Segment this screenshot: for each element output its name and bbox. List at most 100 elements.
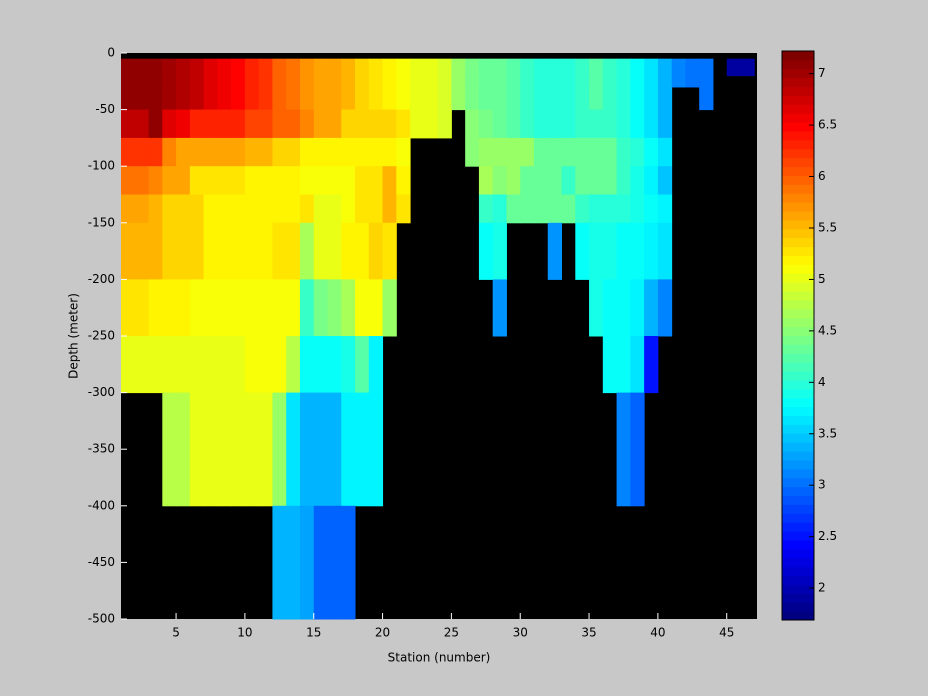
heatmap-cell (258, 222, 273, 280)
colorbar-step (782, 335, 814, 345)
heatmap-cell (231, 336, 246, 394)
heatmap-cell (561, 75, 576, 88)
heatmap-cell (203, 166, 218, 195)
heatmap-cell (313, 194, 328, 224)
heatmap-cell (396, 166, 411, 195)
heatmap-cell (630, 336, 645, 394)
x-tick-label: 30 (513, 626, 528, 640)
heatmap-cell (217, 166, 232, 195)
y-tick-label: -400 (88, 498, 115, 512)
heatmap-cell (189, 222, 205, 280)
colorbar-tick-label: 4.5 (818, 323, 837, 337)
heatmap-cell (533, 137, 549, 167)
heatmap-cell (272, 392, 287, 507)
colorbar-step (782, 246, 814, 256)
heatmap-cell (368, 392, 384, 507)
heatmap-cell (368, 86, 384, 111)
heatmap-cell (355, 137, 370, 167)
heatmap-cell (341, 194, 356, 224)
heatmap-cell (327, 336, 342, 394)
heatmap-cell (616, 336, 631, 394)
heatmap-cell (121, 166, 136, 195)
heatmap-cell (327, 58, 342, 77)
heatmap-cell (602, 109, 618, 139)
heatmap-cell (162, 279, 177, 337)
colorbar-step (782, 406, 814, 417)
heatmap-cell (176, 194, 191, 224)
heatmap-cell (547, 75, 563, 88)
heatmap-cell (533, 75, 549, 88)
heatmap-cell (327, 75, 342, 88)
heatmap-cell (341, 137, 356, 167)
heatmap-cell (203, 392, 218, 507)
heatmap-cell (217, 58, 232, 77)
heatmap-cell (520, 86, 535, 111)
heatmap-cell (299, 166, 315, 195)
heatmap-cell (355, 194, 370, 224)
heatmap-cell (231, 222, 246, 280)
colorbar-tick-label: 7 (818, 66, 826, 80)
heatmap-cell (740, 58, 755, 77)
colorbar-step (782, 122, 814, 132)
heatmap-cell (492, 222, 507, 280)
heatmap-cell (561, 166, 576, 195)
heatmap-cell (341, 166, 356, 195)
y-tick-label: -250 (88, 329, 115, 343)
heatmap-cell (244, 222, 260, 280)
y-axis-label: Depth (meter) (67, 293, 81, 379)
heatmap-cell (685, 75, 700, 88)
heatmap-cell (575, 194, 590, 224)
heatmap-cell (355, 279, 370, 337)
colorbar-step (782, 273, 814, 283)
colorbar-step (782, 415, 814, 425)
heatmap-cell (492, 279, 507, 337)
heatmap-cell (327, 222, 342, 280)
heatmap-cell (355, 222, 370, 280)
heatmap-cell (506, 137, 521, 167)
x-tick-label: 10 (237, 626, 252, 640)
heatmap-cell (244, 194, 260, 224)
heatmap-cell (121, 222, 136, 280)
heatmap-cell (492, 109, 507, 139)
heatmap-cell (121, 58, 136, 77)
heatmap-cell (396, 75, 411, 88)
heatmap-cell (644, 58, 659, 77)
colorbar-step (782, 211, 814, 221)
colorbar-tick-label: 5 (818, 272, 826, 286)
colorbar-step (782, 299, 814, 310)
heatmap-cell (134, 222, 150, 280)
heatmap-cell (520, 109, 535, 139)
heatmap-cell (602, 194, 618, 224)
heatmap-cell (547, 194, 563, 224)
heatmap-cell (616, 86, 631, 111)
heatmap-cell (437, 75, 452, 88)
heatmap-cell (299, 75, 315, 88)
heatmap-cell (561, 109, 576, 139)
heatmap-cell (176, 279, 191, 337)
heatmap-cell (368, 222, 384, 280)
heatmap-cell (189, 392, 205, 507)
heatmap-cell (492, 194, 507, 224)
heatmap-cell (382, 75, 397, 88)
heatmap-cell (561, 194, 576, 224)
heatmap-cell (162, 222, 177, 280)
heatmap-cell (217, 336, 232, 394)
heatmap-cell (258, 279, 273, 337)
heatmap-cell (437, 86, 452, 111)
heatmap-cell (561, 58, 576, 77)
heatmap-cell (410, 75, 425, 88)
heatmap-cell (121, 279, 136, 337)
heatmap-cell (286, 279, 301, 337)
colorbar-step (782, 371, 814, 381)
heatmap-cell (368, 58, 384, 77)
colorbar-step (782, 184, 814, 194)
colorbar-step (782, 68, 814, 79)
x-tick-label: 20 (375, 626, 390, 640)
heatmap-cell (148, 137, 163, 167)
heatmap-cell (368, 109, 384, 139)
heatmap-cell (313, 392, 328, 507)
heatmap-cell (327, 194, 342, 224)
heatmap-cell (630, 222, 645, 280)
heatmap-cell (589, 222, 604, 280)
heatmap-cell (699, 86, 714, 111)
